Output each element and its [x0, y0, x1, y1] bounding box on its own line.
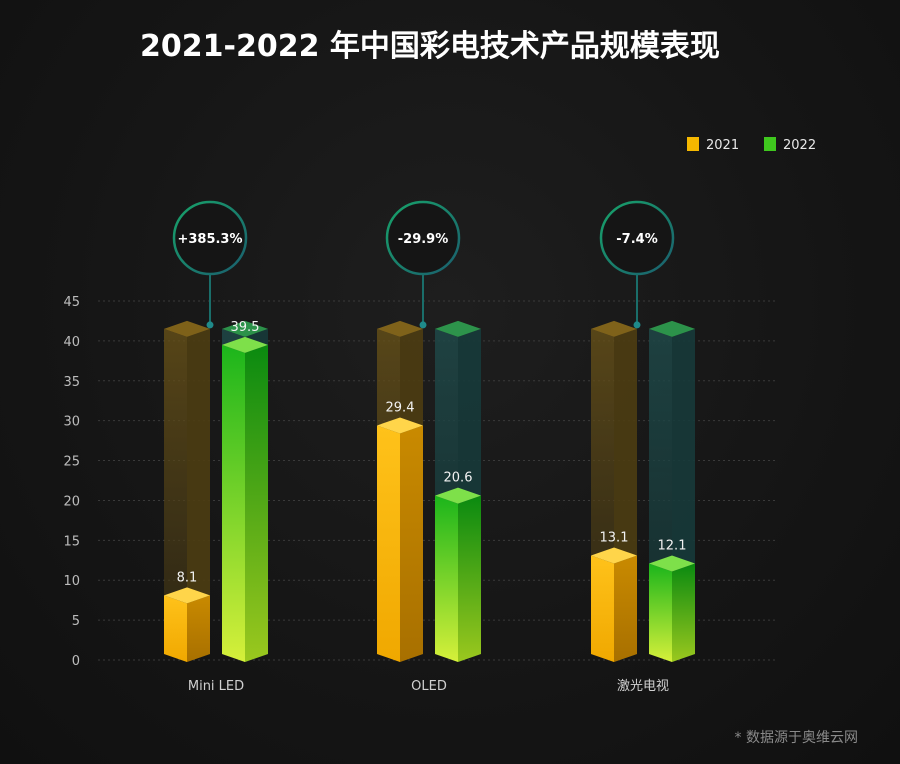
legend-swatch-2021: [687, 137, 699, 151]
growth-badge: -29.9%: [385, 200, 461, 329]
bar-2022-top: [222, 336, 268, 353]
ghost-column-2021-face-right: [187, 328, 210, 662]
ghost-column-2022-top: [435, 320, 481, 337]
y-tick-label: 40: [63, 335, 80, 350]
y-tick-label: 30: [63, 415, 80, 430]
data-label: 8.1: [177, 570, 198, 585]
x-tick-label: OLED: [411, 679, 447, 694]
bars: 8.1 39.5 29.4 20.6 13.1 12.1: [164, 320, 695, 662]
bar-2021-top: [591, 547, 637, 564]
growth-badge: +385.3%: [172, 200, 248, 329]
ghost-column-2022-top: [649, 320, 695, 337]
source-note: * 数据源于奥维云网: [735, 729, 858, 746]
legend-swatch-2022: [764, 137, 776, 151]
legend-label-2022: 2022: [783, 138, 816, 153]
growth-badges: +385.3% -29.9% -7.4%: [172, 200, 675, 329]
bar-2022-face-right: [672, 563, 695, 662]
growth-label: +385.3%: [177, 232, 242, 247]
bar-2022: [649, 555, 695, 662]
bar-2022-top: [435, 487, 481, 504]
ghost-column-2021: [164, 320, 210, 662]
bar-2022-face-left: [435, 495, 458, 662]
bar-2021: [164, 587, 210, 662]
y-tick-label: 15: [63, 534, 80, 549]
ghost-column-2021-top: [377, 320, 423, 337]
bar-2021-face-right: [187, 595, 210, 662]
ghost-column-2021-face-left: [164, 328, 187, 662]
bar-2021-face-right: [614, 555, 637, 662]
bar-2021-top: [377, 417, 423, 434]
growth-connector-dot: [419, 321, 427, 329]
y-tick-label: 10: [63, 574, 80, 589]
y-tick-label: 20: [63, 494, 80, 509]
bar-2021-face-right: [400, 425, 423, 662]
y-tick-label: 25: [63, 455, 80, 470]
growth-badge: -7.4%: [599, 200, 675, 329]
bar-2021-face-left: [591, 555, 614, 662]
data-label: 39.5: [231, 320, 260, 335]
bar-2022-face-right: [458, 495, 481, 662]
growth-label: -7.4%: [616, 232, 657, 247]
data-label: 20.6: [444, 471, 473, 486]
bar-2022-face-right: [245, 344, 268, 662]
chart-title: 2021-2022 年中国彩电技术产品规模表现: [140, 29, 720, 64]
growth-connector-dot: [206, 321, 214, 329]
y-tick-label: 45: [63, 295, 80, 310]
y-tick-label: 5: [72, 614, 80, 629]
growth-connector-dot: [633, 321, 641, 329]
x-axis: Mini LED OLED 激光电视: [188, 679, 669, 694]
data-label: 12.1: [658, 538, 687, 553]
legend-label-2021: 2021: [706, 138, 739, 153]
bar-2022: [435, 487, 481, 662]
x-tick-label: 激光电视: [617, 679, 669, 694]
bar-2022: [222, 336, 268, 662]
ghost-column-2021-top: [591, 320, 637, 337]
data-label: 13.1: [600, 530, 629, 545]
bar-2021-face-left: [377, 425, 400, 662]
ghost-column-2022-top: [222, 320, 268, 337]
x-tick-label: Mini LED: [188, 679, 244, 694]
legend: 2021 2022: [687, 137, 816, 153]
bar-2021: [591, 547, 637, 662]
ghost-column-2021-top: [164, 320, 210, 337]
growth-label: -29.9%: [398, 232, 449, 247]
y-axis: 0 5 10 15 20 25 30 35 40 45: [63, 295, 80, 669]
y-tick-label: 0: [72, 654, 80, 669]
bar-2022-face-left: [649, 563, 672, 662]
y-tick-label: 35: [63, 375, 80, 390]
bar-2021-face-left: [164, 595, 187, 662]
bar-2021-top: [164, 587, 210, 604]
bar-2022-face-left: [222, 344, 245, 662]
data-label: 29.4: [386, 400, 415, 415]
bar-2022-top: [649, 555, 695, 572]
bar-2021: [377, 417, 423, 662]
